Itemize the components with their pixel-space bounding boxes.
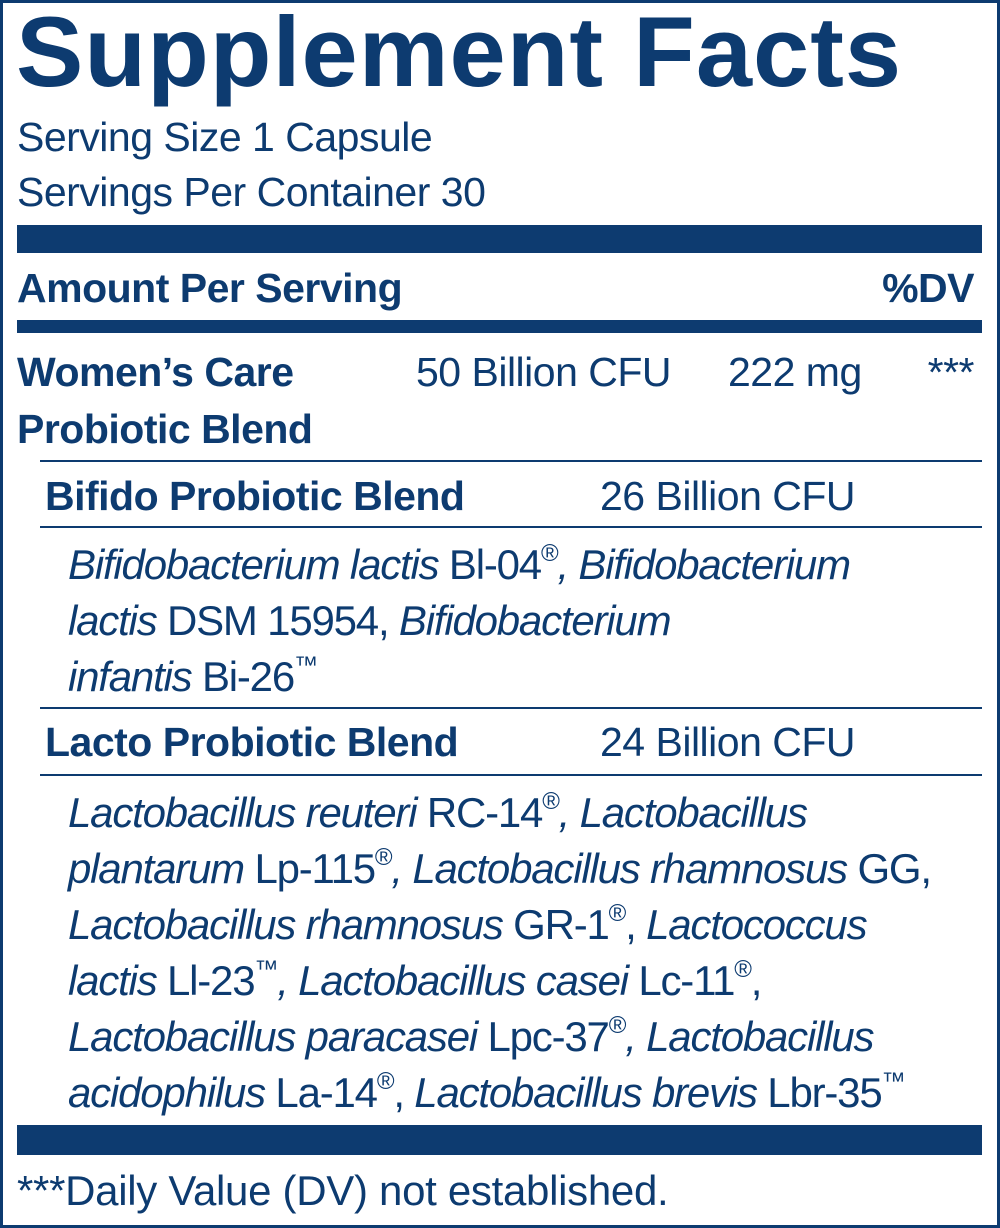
strain-species: , Lactobacillus rhamnosus: [391, 845, 848, 892]
ingredient-line: Lactobacillus reuteri RC-14®, Lactobacil…: [68, 789, 808, 836]
strain-species: plantarum: [68, 845, 245, 892]
sub-blend-cfu: 26 Billion CFU: [600, 473, 856, 519]
strain-code: Bi-26: [191, 653, 295, 700]
blend-cfu: 50 Billion CFU: [416, 349, 672, 395]
blend-dv: ***: [927, 349, 975, 395]
blend-amount: 222 mg: [728, 349, 862, 395]
trademark-symbol: ®: [608, 900, 627, 927]
ingredient-line: lactis DSM 15954, Bifidobacterium: [68, 597, 672, 644]
ingredient-line: acidophilus La-14®, Lactobacillus brevis…: [68, 1069, 906, 1116]
strain-code: Lc-11: [627, 957, 735, 1004]
strain-species: Lactobacillus paracasei: [68, 1013, 478, 1060]
ingredient-line: Lactobacillus paracasei Lpc-37®, Lactoba…: [68, 1013, 875, 1060]
strain-code: DSM 15954,: [156, 597, 399, 644]
strain-code: RC-14: [416, 789, 544, 836]
thin-divider: [40, 526, 982, 528]
amount-per-serving-heading: Amount Per Serving: [17, 265, 403, 311]
strain-species: , Lactobacillus casei: [277, 957, 629, 1004]
strain-code: Ll-23: [156, 957, 256, 1004]
trademark-symbol: ™: [254, 956, 278, 983]
thin-divider: [40, 774, 982, 776]
strain-code: Lbr-35: [756, 1069, 882, 1116]
strain-code: ,: [393, 1069, 415, 1116]
ingredient-line: Bifidobacterium lactis Bl-04®, Bifidobac…: [68, 541, 851, 588]
trademark-symbol: ®: [608, 1012, 627, 1039]
ingredient-line: infantis Bi-26™: [68, 653, 318, 700]
trademark-symbol: ™: [294, 652, 318, 679]
strain-code: GR-1: [502, 901, 610, 948]
strain-code: Lpc-37: [477, 1013, 609, 1060]
strain-species: Bifidobacterium: [398, 597, 672, 644]
trademark-symbol: ™: [881, 1068, 906, 1095]
trademark-symbol: ®: [542, 788, 560, 815]
sub-blend-cfu: 24 Billion CFU: [600, 719, 856, 765]
label-title: Supplement Facts: [16, 0, 903, 107]
strain-species: , Lactobacillus: [625, 1013, 874, 1060]
strain-species: acidophilus: [68, 1069, 266, 1116]
strain-code: Lp-115: [243, 845, 376, 892]
thin-divider: [40, 460, 982, 462]
strain-species: Lactococcus: [646, 901, 867, 948]
blend-name-line2: Probiotic Blend: [17, 406, 313, 452]
strain-code: ,: [625, 901, 647, 948]
thick-divider: [17, 1125, 982, 1155]
trademark-symbol: ®: [540, 540, 559, 567]
servings-per-container: Servings Per Container 30: [17, 169, 486, 215]
strain-species: Lactobacillus reuteri: [68, 789, 418, 836]
strain-species: Lactobacillus rhamnosus: [68, 901, 504, 948]
ingredient-line: lactis Ll-23™, Lactobacillus casei Lc-11…: [68, 957, 763, 1004]
trademark-symbol: ®: [734, 956, 752, 983]
strain-species: Bifidobacterium lactis: [68, 541, 440, 588]
strain-code: La-14: [264, 1069, 378, 1116]
strain-species: lactis: [68, 597, 158, 644]
strain-species: lactis: [68, 957, 158, 1004]
sub-blend-name: Bifido Probiotic Blend: [45, 473, 465, 519]
ingredient-line: Lactobacillus rhamnosus GR-1®, Lactococc…: [68, 901, 868, 948]
strain-species: , Bifidobacterium: [557, 541, 851, 588]
strain-code: ,: [750, 957, 763, 1004]
medium-divider: [17, 320, 982, 333]
ingredient-line: plantarum Lp-115®, Lactobacillus rhamnos…: [68, 845, 932, 892]
serving-size: Serving Size 1 Capsule: [17, 114, 433, 160]
blend-name-line1: Women’s Care: [17, 349, 294, 395]
strain-code: Bl-04: [438, 541, 542, 588]
trademark-symbol: ®: [376, 1068, 395, 1095]
strain-code: GG,: [846, 845, 932, 892]
strain-species: infantis: [68, 653, 193, 700]
strain-species: , Lactobacillus: [558, 789, 808, 836]
sub-blend-name: Lacto Probiotic Blend: [45, 719, 459, 765]
thin-divider: [40, 707, 982, 709]
thick-divider: [17, 225, 982, 253]
strain-species: Lactobacillus brevis: [414, 1069, 758, 1116]
trademark-symbol: ®: [374, 844, 393, 871]
footnote: ***Daily Value (DV) not established.: [17, 1167, 669, 1214]
dv-heading: %DV: [882, 265, 974, 311]
